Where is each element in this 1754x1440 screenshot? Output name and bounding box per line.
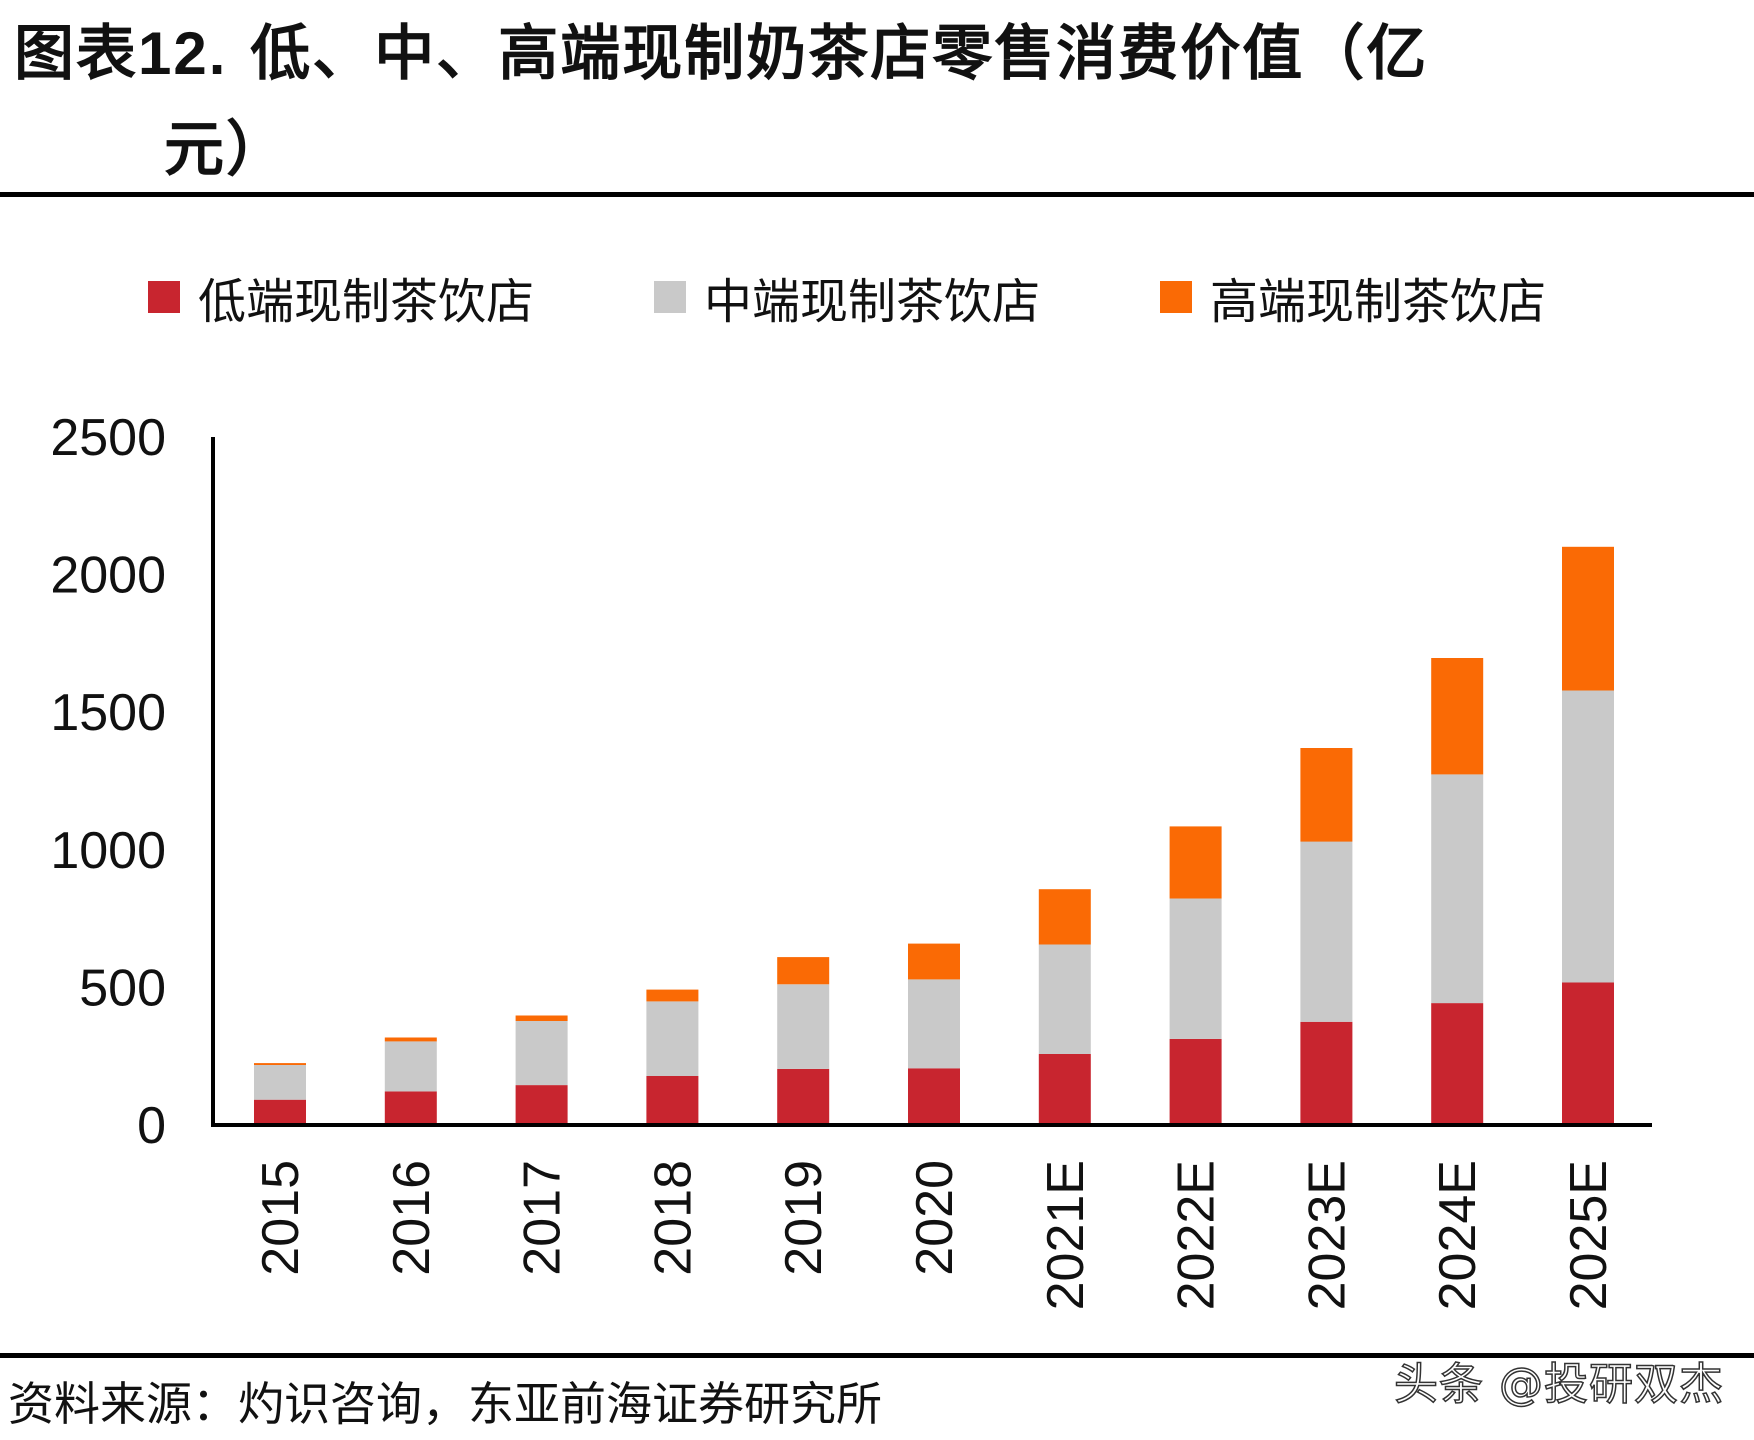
bar-mid-2025E [1562,690,1614,983]
bar-high-2021E [1038,889,1091,945]
legend-item-low: 低端现制茶饮店 [148,262,534,332]
y-axis-ticks: 0 500 1000 1500 2000 2500 [50,409,166,1155]
x-axis-ticks: 2015 2016 2017 2018 2019 2020 2021E 2022E 2023E 2… [252,1160,1618,1310]
bar-low-2017 [515,1085,568,1125]
y-tick-label: 1500 [50,684,166,742]
x-tick-label: 2025E [1560,1160,1618,1310]
bar-high-2025E [1562,546,1614,691]
bar-low-2022E [1169,1038,1222,1125]
bar-low-2023E [1300,1021,1353,1125]
x-tick-label: 2020 [906,1160,964,1276]
title-prefix: 图表 [14,19,138,89]
x-tick-label: 2021E [1037,1160,1095,1310]
chart-title: 图表12. 低、中、高端现制奶茶店零售消费价值（亿 元） [14,6,1744,198]
bar-high-2024E [1431,658,1484,775]
legend-swatch-mid [654,281,686,313]
bar-mid-2024E [1431,774,1484,1004]
x-tick-label: 2022E [1168,1160,1226,1310]
bar-mid-2019 [777,984,830,1069]
bar-low-2024E [1431,1003,1484,1125]
y-tick-label: 2500 [50,409,166,467]
legend-swatch-low [148,281,180,313]
bar-mid-2020 [908,979,960,1069]
bar-mid-2016 [384,1041,437,1092]
legend-label-high: 高端现制茶饮店 [1210,274,1547,330]
source-note: 资料来源：灼识咨询，东亚前海证券研究所 [8,1377,882,1431]
bar-low-2019 [777,1068,830,1125]
top-divider [0,192,1754,197]
bar-marks [254,546,1614,1125]
bar-mid-2015 [254,1065,306,1100]
chart-legend: 低端现制茶饮店 中端现制茶饮店 高端现制茶饮店 [0,262,1754,332]
y-tick-label: 1000 [50,822,166,880]
x-tick-label: 2024E [1429,1160,1487,1310]
legend-label-low: 低端现制茶饮店 [198,274,535,330]
legend-swatch-high [1160,281,1192,313]
title-line1: 低、中、高端现制奶茶店零售消费价值（亿 [227,19,1429,89]
bar-high-2017 [515,1015,568,1021]
x-tick-label: 2023E [1298,1160,1356,1310]
bar-high-2020 [908,943,960,980]
x-tick-label: 2017 [514,1160,572,1276]
bar-low-2018 [646,1076,699,1125]
y-tick-label: 500 [79,959,166,1017]
bar-mid-2018 [646,1001,699,1076]
bar-low-2021E [1038,1054,1091,1125]
bar-high-2023E [1300,748,1353,842]
bar-high-2016 [384,1037,437,1042]
x-tick-label: 2015 [252,1160,310,1276]
bottom-divider [0,1353,1754,1358]
y-tick-label: 0 [137,1097,166,1155]
bar-high-2018 [646,989,699,1002]
bar-low-2025E [1562,982,1614,1125]
bar-mid-2021E [1038,944,1091,1054]
bar-high-2015 [254,1063,306,1065]
title-line2: 元） [164,115,288,185]
x-tick-label: 2016 [383,1160,441,1276]
y-tick-label: 2000 [50,547,166,605]
bar-low-2015 [254,1099,306,1125]
bar-high-2019 [777,957,830,985]
x-tick-label: 2018 [644,1160,702,1276]
bar-mid-2023E [1300,841,1353,1022]
legend-item-high: 高端现制茶饮店 [1160,262,1546,332]
watermark: 头条 @投研双杰 [1393,1358,1724,1411]
x-tick-label: 2019 [775,1160,833,1276]
legend-label-mid: 中端现制茶饮店 [704,274,1041,330]
bar-low-2016 [384,1091,437,1125]
bar-low-2020 [908,1068,960,1125]
bar-high-2022E [1169,826,1222,899]
bar-mid-2017 [515,1021,568,1086]
legend-item-mid: 中端现制茶饮店 [654,262,1040,332]
bar-mid-2022E [1169,898,1222,1039]
title-number: 12. [138,20,228,87]
